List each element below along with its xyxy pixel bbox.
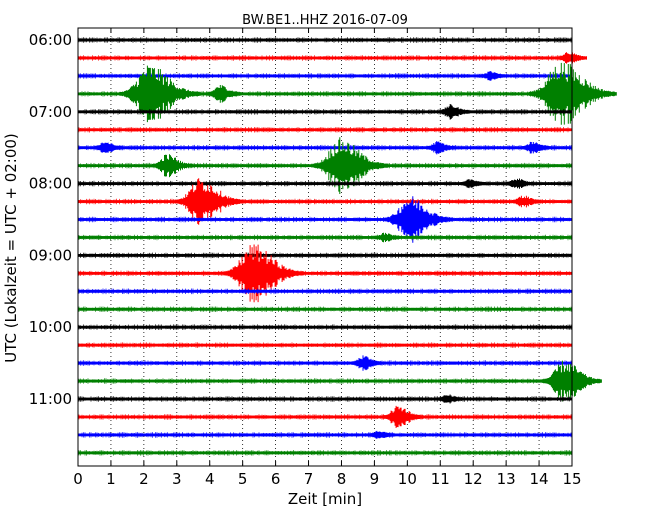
trace-0845 — [78, 232, 572, 243]
seismic-event — [375, 232, 400, 243]
trace-noise — [78, 55, 572, 61]
plot-frame — [77, 27, 573, 467]
trace-noise — [78, 270, 572, 277]
trace-noise — [78, 216, 572, 223]
x-tick-label: 1 — [106, 470, 116, 488]
trace-0745 — [78, 137, 572, 194]
trace-0830 — [78, 196, 572, 243]
seismic-event — [368, 430, 394, 439]
x-tick-label: 12 — [464, 470, 483, 488]
trace-noise — [78, 73, 572, 79]
trace-noise — [78, 378, 572, 384]
y-tick-label: 11:00 — [29, 390, 72, 408]
trace-0615 — [78, 52, 587, 64]
seismic-event — [93, 142, 123, 153]
trace-0645 — [78, 62, 617, 125]
trace-noise — [78, 450, 572, 456]
trace-1100 — [78, 394, 572, 404]
trace-noise — [78, 288, 572, 295]
x-tick-label: 9 — [370, 470, 380, 488]
seismic-event — [460, 179, 486, 189]
x-tick-label: 4 — [205, 470, 215, 488]
seismic-event — [511, 195, 541, 208]
seismic-event — [206, 85, 242, 103]
trace-noise — [78, 432, 572, 438]
trace-noise — [78, 252, 572, 259]
trace-1045 — [78, 360, 602, 402]
trace-1030 — [78, 355, 572, 371]
trace-noise — [78, 414, 572, 420]
x-tick-label: 6 — [271, 470, 281, 488]
trace-0630 — [78, 71, 572, 81]
seismic-event — [480, 71, 506, 81]
chart-title: BW.BE1..HHZ 2016-07-09 — [242, 13, 408, 28]
trace-noise — [78, 198, 572, 205]
seismic-event — [312, 137, 389, 194]
seismic-event — [351, 355, 383, 371]
seismic-event — [438, 104, 470, 120]
x-tick-label: 3 — [172, 470, 182, 488]
seismic-event — [384, 196, 453, 243]
trace-noise — [78, 180, 572, 187]
y-tick-label: 06:00 — [29, 31, 72, 49]
trace-0915 — [78, 244, 572, 303]
y-tick-label: 08:00 — [29, 175, 72, 193]
x-axis-label: Zeit [min] — [288, 490, 362, 508]
seismic-event — [119, 65, 200, 123]
x-tick-label: 15 — [562, 470, 581, 488]
trace-1015 — [78, 342, 572, 348]
x-tick-label: 7 — [304, 470, 314, 488]
y-tick-label: 10:00 — [29, 318, 72, 336]
trace-0600 — [78, 37, 572, 43]
y-tick-label: 09:00 — [29, 246, 72, 264]
seismic-event — [541, 360, 602, 402]
x-tick-label: 8 — [337, 470, 347, 488]
trace-noise — [78, 144, 572, 151]
trace-0930 — [78, 288, 572, 295]
seismic-event — [382, 405, 424, 428]
x-tick-label: 14 — [530, 470, 549, 488]
trace-noise — [78, 324, 572, 330]
x-tick-label: 2 — [139, 470, 149, 488]
trace-0800 — [78, 178, 572, 189]
seismic-event — [506, 178, 533, 189]
trace-noise — [78, 37, 572, 43]
trace-noise — [78, 342, 572, 348]
seismic-event — [152, 154, 193, 178]
trace-noise — [78, 360, 572, 366]
seismic-event — [528, 62, 617, 125]
trace-0815 — [78, 178, 572, 225]
trace-1130 — [78, 430, 572, 439]
x-tick-label: 11 — [431, 470, 450, 488]
seismic-event — [175, 178, 244, 225]
trace-1145 — [78, 450, 572, 456]
seismic-event — [426, 141, 456, 155]
trace-1115 — [78, 405, 572, 428]
trace-noise — [78, 306, 572, 312]
y-tick-label: 07:00 — [29, 103, 72, 121]
seismic-event — [437, 394, 463, 404]
trace-noise — [78, 396, 572, 402]
seismic-event — [558, 52, 587, 64]
seismogram-traces — [78, 37, 617, 456]
trace-0945 — [78, 306, 572, 312]
trace-noise — [78, 127, 572, 133]
trace-0730 — [78, 141, 572, 155]
seismic-event — [521, 141, 551, 154]
trace-1000 — [78, 324, 572, 330]
axis-ticks: 0 1 2 3 4 5 6 7 8 9 10 11 12 13 14 1506:0007:0008:0009:… — [29, 28, 582, 488]
y-axis-label: UTC (Lokalzeit = UTC + 02:00) — [2, 133, 20, 363]
x-tick-label: 13 — [497, 470, 516, 488]
x-tick-label: 10 — [398, 470, 417, 488]
trace-0715 — [78, 127, 572, 133]
x-tick-label: 0 — [73, 470, 83, 488]
x-tick-label: 5 — [238, 470, 248, 488]
trace-noise — [78, 234, 572, 241]
trace-0900 — [78, 252, 572, 259]
seismic-event — [223, 244, 304, 303]
